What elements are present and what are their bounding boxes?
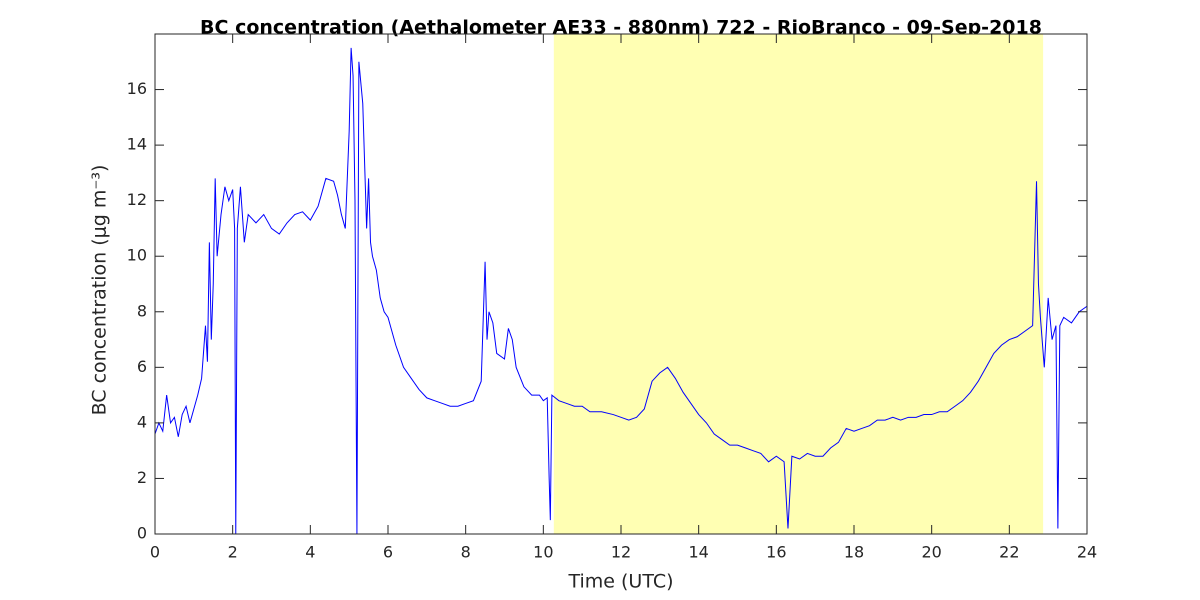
y-tick-label: 6 [137,357,147,376]
chart-title: BC concentration (Aethalometer AE33 - 88… [200,17,1042,39]
x-tick-label: 2 [228,543,238,562]
y-tick-label: 14 [127,135,147,154]
y-tick-label: 12 [127,190,147,209]
y-tick-label: 16 [127,79,147,98]
x-tick-label: 8 [461,543,471,562]
x-tick-label: 24 [1077,543,1097,562]
y-tick-label: 8 [137,301,147,320]
shaded-region [553,34,1044,534]
y-tick-label: 2 [137,468,147,487]
x-tick-label: 6 [383,543,393,562]
x-tick-label: 16 [766,543,786,562]
x-tick-label: 20 [921,543,941,562]
x-tick-label: 4 [305,543,315,562]
y-tick-label: 4 [137,412,147,431]
x-tick-label: 12 [611,543,631,562]
y-tick-label: 10 [127,246,147,265]
x-axis-label: Time (UTC) [567,571,673,593]
x-tick-label: 0 [150,543,160,562]
x-tick-label: 10 [533,543,553,562]
x-tick-label: 14 [688,543,708,562]
y-axis-label: BC concentration (μg m⁻³) [89,165,111,416]
y-tick-label: 0 [137,524,147,543]
x-tick-label: 22 [999,543,1019,562]
x-tick-label: 18 [844,543,864,562]
data-line [154,47,1088,535]
